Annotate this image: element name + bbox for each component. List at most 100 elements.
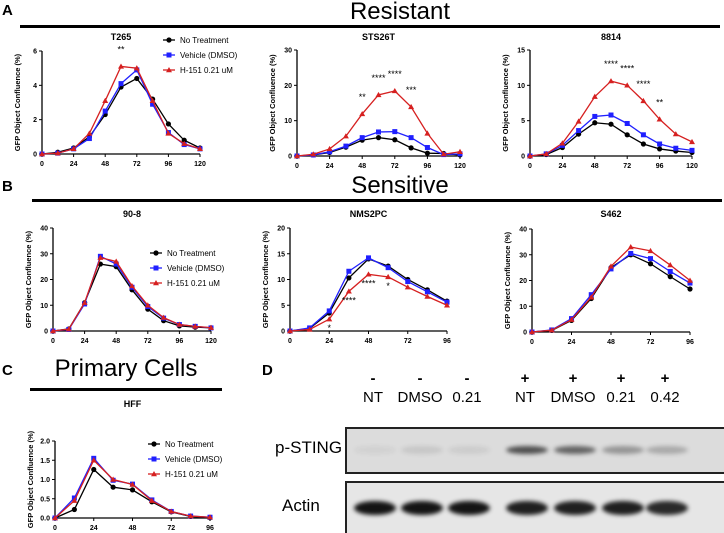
x-tick-label: 24 (559, 163, 567, 170)
y-tick-label: 5 (281, 303, 285, 310)
y-tick-label: 4 (33, 83, 37, 90)
y-tick-label: 20 (277, 226, 285, 233)
data-point (440, 151, 447, 157)
blot-band (646, 500, 688, 515)
data-point (627, 244, 634, 250)
x-tick-label: 72 (647, 339, 655, 346)
data-point (568, 316, 575, 322)
x-tick-label: 72 (167, 525, 175, 532)
data-point (71, 497, 78, 503)
panel-label-d: D (262, 362, 273, 379)
lane-label: DMSO (550, 389, 596, 406)
data-point (97, 254, 104, 260)
x-tick-label: 24 (568, 339, 576, 346)
chart-90-8: 90-8 0 24 48 72 96 120 0 10 20 30 40 GFP Object Conf… (24, 209, 225, 345)
x-tick-label: 120 (205, 338, 217, 345)
y-tick-label: 2 (33, 117, 37, 124)
y-tick-label: 0 (523, 330, 527, 337)
section-title-resistant: Resistant (349, 0, 451, 25)
data-point (647, 261, 654, 267)
x-tick-label: 48 (591, 163, 599, 170)
data-point (608, 121, 614, 127)
y-axis-label: GFP Object Confluence (%) (26, 430, 35, 528)
blot-band (401, 445, 443, 454)
x-tick-label: 72 (133, 161, 141, 168)
panel-label-a: A (2, 2, 13, 19)
data-point (591, 93, 598, 99)
significance-annotation: * (386, 281, 390, 291)
lane-treatment-sign: + (616, 370, 626, 387)
legend-label: Vehicle (DMSO) (167, 264, 225, 273)
data-point (667, 268, 673, 274)
data-point (118, 63, 124, 69)
data-point (543, 150, 550, 157)
x-tick-label: 24 (81, 338, 89, 345)
series-line (41, 77, 201, 155)
data-point (110, 476, 117, 482)
significance-annotation: * (327, 323, 331, 333)
series-2 (294, 87, 463, 159)
y-tick-label: 2.0 (40, 439, 50, 446)
data-point (50, 328, 56, 334)
x-tick-label: 72 (144, 338, 152, 345)
x-tick-label: 96 (176, 338, 184, 345)
x-tick-label: 24 (325, 338, 333, 345)
x-tick-label: 0 (530, 339, 534, 346)
data-point (133, 65, 140, 71)
data-point (376, 129, 381, 135)
data-point (168, 508, 175, 514)
y-tick-label: 0.5 (40, 496, 50, 503)
x-tick-label: 0 (53, 525, 57, 532)
data-point (81, 299, 88, 305)
data-point (424, 150, 430, 156)
lane-treatment-sign: + (660, 370, 670, 387)
data-point (310, 151, 317, 157)
data-point (687, 277, 693, 283)
data-point (457, 148, 463, 154)
significance-annotation: ** (656, 97, 664, 107)
legend-marker (151, 456, 157, 462)
x-tick-label: 48 (101, 161, 109, 168)
data-point (165, 130, 172, 136)
data-point (365, 271, 372, 277)
data-point (687, 280, 693, 286)
y-tick-label: 0.0 (40, 516, 50, 523)
data-point (424, 293, 431, 299)
x-tick-label: 96 (686, 339, 694, 346)
y-tick-label: 5 (521, 118, 525, 125)
data-point (113, 261, 119, 267)
data-point (52, 515, 58, 521)
chart-title: 90-8 (123, 209, 141, 219)
significance-annotation: ** (359, 92, 367, 102)
series-1 (287, 255, 450, 334)
data-point (444, 299, 450, 305)
legend-marker (151, 471, 157, 477)
series-line (529, 122, 693, 157)
data-point (588, 294, 595, 300)
series-line (531, 246, 691, 333)
x-tick-label: 96 (424, 163, 432, 170)
panel-label-b: B (2, 178, 13, 195)
data-point (640, 132, 646, 138)
data-point (648, 256, 653, 262)
chart-sts26t: STS26T 0 24 48 72 96 120 0 10 20 30 GFP Object Conf… (268, 32, 466, 170)
significance-annotation: *** (406, 85, 417, 95)
data-point (689, 147, 695, 153)
y-tick-label: 6 (33, 49, 37, 56)
legend-label: H-151 0.21 uM (165, 470, 218, 479)
data-point (687, 286, 693, 292)
data-point (326, 316, 333, 322)
y-tick-label: 0 (521, 154, 525, 161)
legend-label: No Treatment (165, 440, 214, 449)
series-2 (52, 457, 213, 521)
data-point (342, 133, 349, 139)
data-point (326, 145, 333, 152)
blot-band (506, 500, 548, 515)
data-point (424, 130, 431, 136)
y-tick-label: 0 (44, 329, 48, 336)
data-point (647, 247, 654, 254)
data-point (294, 153, 300, 159)
chart-title: STS26T (362, 32, 396, 42)
lane-treatment-sign: - (417, 370, 423, 387)
